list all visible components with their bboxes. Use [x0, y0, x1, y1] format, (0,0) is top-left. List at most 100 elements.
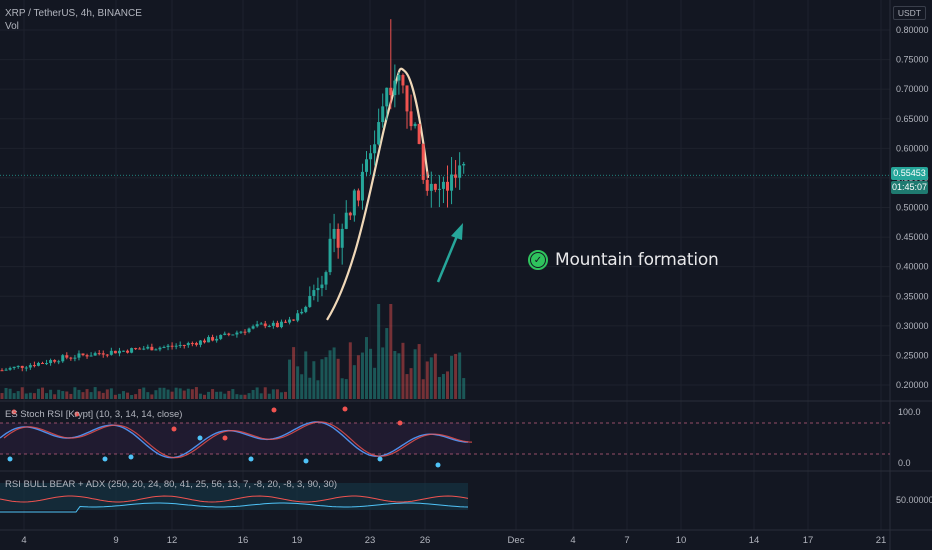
stoch-sell-dot: [342, 406, 348, 412]
volume-bar: [421, 379, 425, 399]
stoch-sell-dot: [11, 409, 17, 415]
candle-body: [142, 348, 146, 350]
stoch-buy-dot: [248, 456, 254, 462]
volume-bar: [312, 361, 316, 399]
stoch-sell-dot: [171, 426, 177, 432]
volume-bar: [409, 368, 413, 399]
candle-body: [409, 111, 413, 127]
candle-body: [53, 360, 57, 362]
volume-bar: [441, 374, 445, 399]
volume-bar: [198, 393, 202, 399]
candle-body: [28, 365, 32, 368]
symbol-legend[interactable]: XRP / TetherUS, 4h, BINANCE: [5, 8, 142, 19]
candle-body: [271, 322, 275, 326]
candle-body: [360, 171, 364, 201]
volume-bar: [61, 391, 65, 399]
currency-badge[interactable]: USDT: [892, 6, 926, 20]
volume-bar: [28, 392, 32, 399]
volume-bar: [393, 350, 397, 399]
time-tick-label: Dec: [508, 535, 525, 546]
volume-bar: [235, 394, 239, 399]
volume-bar: [101, 392, 105, 399]
volume-bar: [275, 389, 279, 399]
volume-bar: [401, 342, 405, 399]
volume-bar: [417, 344, 421, 399]
adx-legend[interactable]: RSI BULL BEAR + ADX (250, 20, 24, 80, 41…: [5, 479, 338, 490]
stoch-buy-dot: [128, 454, 134, 460]
volume-bar: [4, 387, 8, 399]
volume-bar: [352, 365, 356, 399]
candle-body: [393, 80, 397, 96]
candle-body: [20, 365, 24, 368]
candle-body: [373, 144, 377, 154]
candle-body: [267, 325, 271, 327]
candle-body: [8, 368, 12, 370]
stoch-band: [0, 423, 470, 454]
candle-body: [433, 183, 437, 190]
candle-body: [16, 365, 20, 367]
candle-body: [356, 190, 360, 201]
up-arrow: [436, 223, 463, 283]
volume-bar: [373, 367, 377, 399]
candle-body: [397, 74, 401, 81]
candle-body: [458, 165, 462, 178]
volume-legend[interactable]: Vol: [5, 21, 19, 32]
candle-body: [454, 174, 458, 178]
candle-body: [316, 288, 320, 291]
time-tick-label: 26: [420, 535, 431, 546]
candle-body: [89, 355, 93, 357]
time-tick-label: 4: [21, 535, 26, 546]
time-axis: 4 9 12 16 19 23 26 Dec 4 7 10 14 17 21: [21, 535, 886, 546]
volume-bar: [97, 391, 101, 399]
price-tick-label: 0.20000: [896, 380, 929, 390]
volume-bar: [186, 388, 190, 399]
volume-bar: [113, 394, 117, 399]
volume-bar: [203, 394, 206, 399]
stoch-buy-dot: [102, 456, 108, 462]
volume-bar: [316, 380, 320, 399]
time-tick-label: 19: [292, 535, 303, 546]
volume-bar: [433, 353, 437, 399]
volume-bar: [446, 371, 449, 399]
candle-body: [198, 340, 202, 345]
check-circle-icon: ✓: [528, 250, 548, 270]
volume-bar: [166, 389, 170, 399]
volume-bar: [267, 393, 271, 399]
volume-bar: [65, 391, 69, 399]
stoch-buy-dot: [303, 458, 309, 464]
current-price-tag: 0.55453: [891, 167, 928, 180]
volume-bar: [150, 394, 154, 399]
volume-bar: [12, 393, 16, 399]
volume-bar: [117, 393, 121, 399]
stoch-buy-dot: [197, 435, 203, 441]
volume-bar: [122, 391, 125, 399]
volume-bar: [85, 389, 89, 399]
time-tick-label: 23: [365, 535, 376, 546]
candle-body: [263, 323, 267, 327]
volume-bar: [126, 392, 130, 399]
candle-body: [61, 355, 65, 362]
candle-body: [170, 345, 174, 347]
candle-body: [446, 181, 449, 191]
volume-bar: [32, 393, 36, 399]
stoch-rsi-legend[interactable]: ES Stoch RSI [Krypt] (10, 3, 14, 14, clo…: [5, 409, 183, 420]
volume-bar: [340, 378, 344, 399]
annotation[interactable]: ✓ Mountain formation: [528, 250, 719, 270]
volume-bar: [405, 374, 409, 399]
volume-bar: [69, 393, 73, 399]
candle-body: [300, 311, 304, 314]
candle-body: [312, 290, 316, 296]
volume-bar: [397, 353, 401, 399]
volume-bar: [369, 348, 373, 399]
candle-body: [340, 228, 344, 248]
volume-bar: [16, 391, 20, 399]
candle-body: [186, 343, 190, 346]
candle-body: [288, 319, 292, 323]
stoch-buy-dot: [377, 456, 383, 462]
candle-body: [401, 74, 405, 86]
candle-body: [275, 322, 279, 328]
candle-body: [122, 350, 125, 352]
candle-body: [437, 188, 441, 190]
volume-bar: [288, 359, 292, 399]
